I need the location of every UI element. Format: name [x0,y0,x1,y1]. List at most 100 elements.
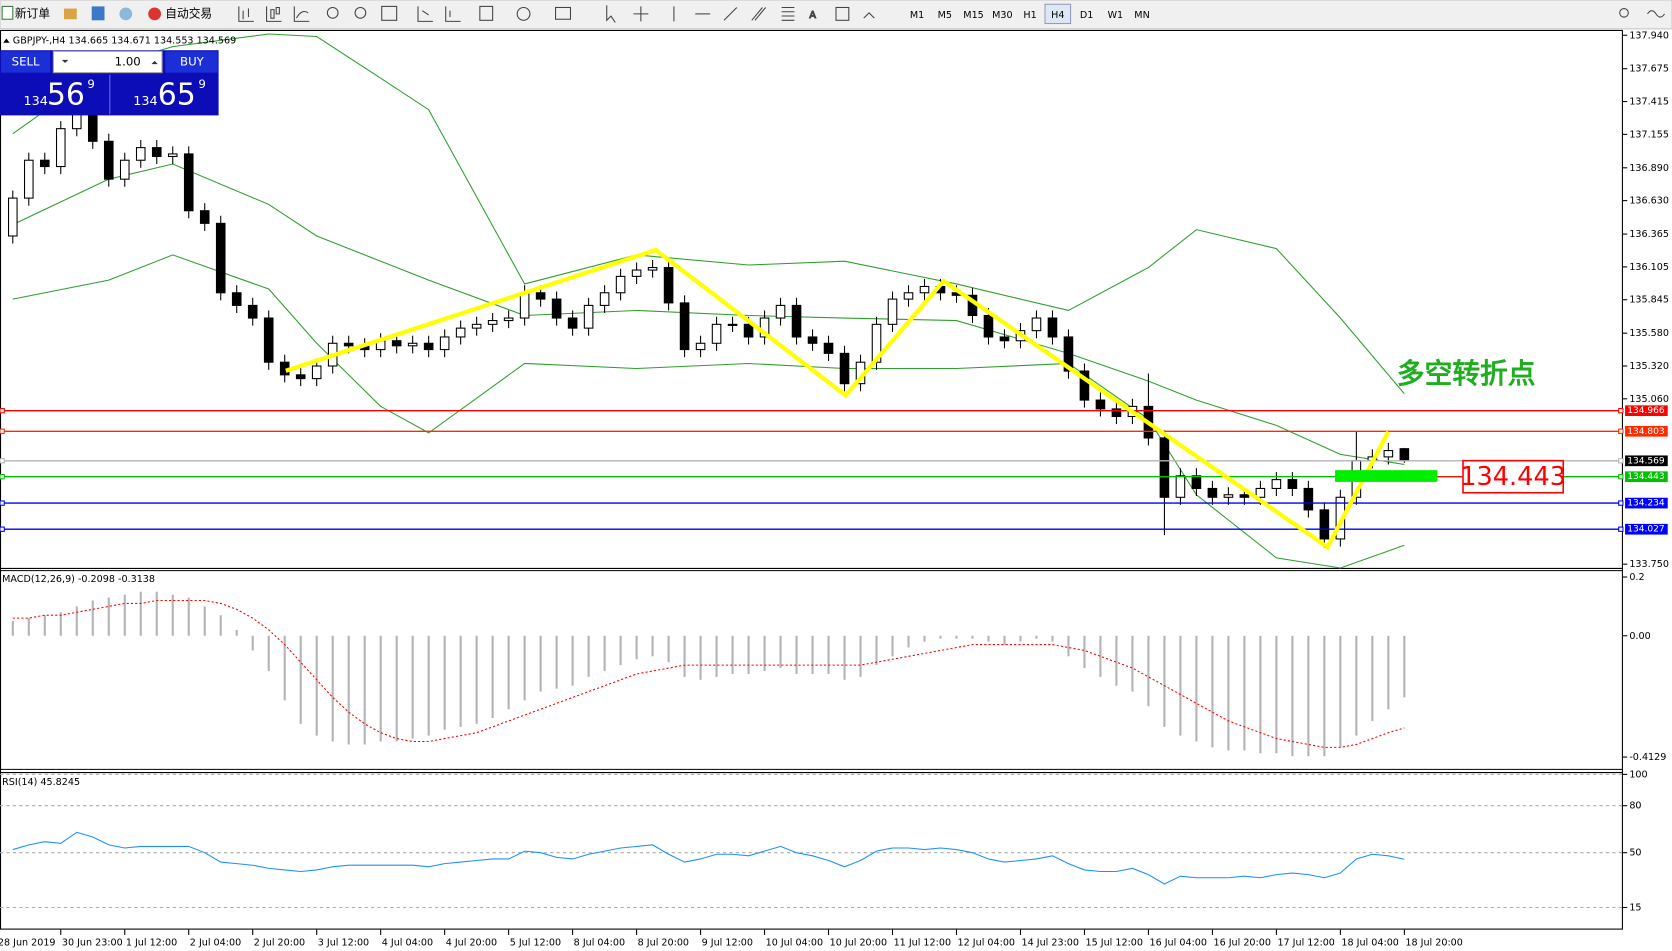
icon[interactable] [445,6,461,22]
icon[interactable] [381,5,398,21]
y-tick-label: 50 [1629,848,1641,859]
timeframe-button[interactable]: W1 [1108,10,1124,21]
candle-body [487,320,498,325]
sell-button[interactable] [1,51,51,73]
x-tick-label: 16 Jul 20:00 [1213,937,1270,948]
candle-body [455,327,466,338]
new-order-button[interactable]: 新订单 [1,5,50,20]
candle-body [7,197,18,237]
price-label: 134.966 [1627,406,1665,416]
x-tick-label: 4 Jul 20:00 [446,937,497,948]
candle-body [695,342,706,351]
timeframe-label: H1 [1023,10,1036,21]
candle-body [1063,336,1074,372]
search-icon[interactable] [1619,8,1629,18]
level-marker [0,428,5,434]
candle-body [119,159,130,180]
x-tick-label: 30 Jun 23:00 [62,937,123,948]
price-label-bg [1625,497,1668,509]
timeframe-label: H4 [1051,10,1064,21]
plot: 137.940 137.675 137.415 137.155 136.890 136.6… [0,30,1669,948]
candle-body [535,292,546,300]
level-marker [0,500,5,506]
timeframe-button[interactable]: D1 [1080,10,1093,21]
icon[interactable] [354,6,367,19]
candle-body [887,298,898,325]
candle-body [503,317,514,322]
icon[interactable] [238,6,254,22]
candle-body [1271,479,1282,489]
candle-body [103,140,114,180]
icon[interactable] [63,8,77,20]
candle-body [519,292,530,319]
lots-input[interactable] [52,50,163,74]
timeframe-button[interactable]: MN [1134,10,1149,21]
timeframe-label: M5 [938,10,952,21]
timeframe-button[interactable]: M30 [992,10,1012,21]
candle-body [1095,399,1106,410]
x-tick-label: 9 Jul 12:00 [702,937,753,948]
timeframe-button[interactable]: M5 [938,10,952,21]
one-click-trading: SELL 1.00 BUY 134 56 9 134 65 9 [0,50,219,116]
timeframe-label: M30 [992,10,1012,21]
candle-body [631,269,642,277]
icon[interactable] [633,6,649,22]
rsi-title: RSI(14) 45.8245 [2,777,80,788]
x-tick-label: 28 Jun 2019 [0,937,56,948]
candle-body [903,292,914,300]
level-marker [0,474,5,480]
x-tick-label: 2 Jul 04:00 [190,937,241,948]
icon[interactable] [835,6,850,21]
icon[interactable]: A [809,9,817,21]
icon[interactable] [751,7,767,21]
icon[interactable] [863,12,875,19]
candle-body [199,210,210,224]
y-tick-label: 135.060 [1629,394,1669,405]
icon[interactable] [293,6,310,22]
candle-body [1223,494,1234,498]
annotation-text: 多空转折点 [1397,357,1536,390]
icon[interactable] [266,6,282,22]
icon[interactable] [119,7,133,21]
x-tick-label: 1 Jul 12:00 [126,937,177,948]
icon[interactable] [781,6,795,21]
level-marker [1618,458,1624,464]
candle-body [471,323,482,329]
timeframe-button[interactable]: H1 [1023,10,1036,21]
candle-body [567,317,578,329]
buy-button[interactable] [165,51,218,73]
icon[interactable] [91,6,105,21]
y-tick-label: 137.415 [1629,97,1669,108]
ask-big: 134 [133,94,157,109]
timeframe-button[interactable]: M1 [910,10,924,21]
collapse-arrow[interactable] [3,38,10,43]
auto-trading-button[interactable]: 自动交易 [148,6,212,20]
timeframe-button[interactable]: H4 [1044,3,1072,25]
icon[interactable] [417,6,433,22]
icon[interactable] [516,6,531,21]
x-tick-label: 10 Jul 04:00 [766,937,823,948]
highlight-bar [1335,470,1438,482]
icon[interactable] [723,7,738,21]
icon[interactable] [606,5,616,23]
icon[interactable] [555,6,572,20]
candle-body [1207,487,1218,498]
candle-body [1111,408,1122,418]
candle-body [791,304,802,338]
price-label: 134.027 [1627,525,1664,535]
icon[interactable] [479,5,494,21]
candle-body [247,304,258,319]
y-tick-label: 136.630 [1629,196,1669,207]
bollinger-band [12,254,1405,569]
x-tick-label: 15 Jul 12:00 [1086,937,1143,948]
bollinger-band [12,163,1405,465]
icon[interactable] [326,6,339,19]
candle-body [1255,487,1266,498]
chat-icon[interactable] [1647,10,1665,18]
x-tick-label: 4 Jul 04:00 [382,937,433,948]
x-tick-label: 18 Jul 04:00 [1341,937,1398,948]
icon [148,7,162,21]
timeframe-button[interactable]: M15 [963,10,983,21]
level-marker [1618,428,1624,434]
